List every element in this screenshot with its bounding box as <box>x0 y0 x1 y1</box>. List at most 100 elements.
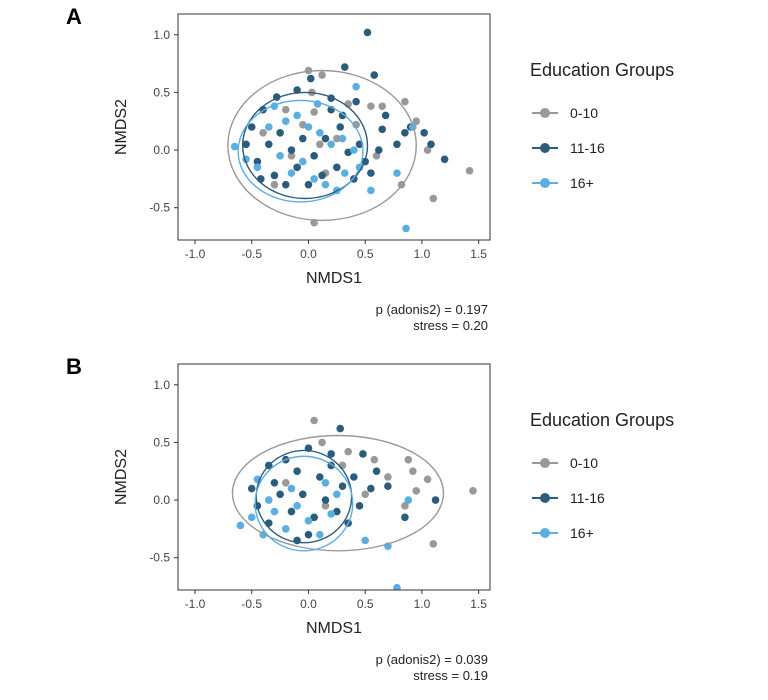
x-tick-label: 1.0 <box>414 597 431 611</box>
y-tick-label: 1.0 <box>153 28 170 42</box>
legend-label: 0-10 <box>570 454 599 471</box>
data-point <box>321 180 330 189</box>
data-point <box>350 473 358 481</box>
data-point <box>393 140 401 149</box>
y-tick-label: 0.5 <box>153 85 170 99</box>
x-tick-label: 0.5 <box>357 247 374 261</box>
data-point <box>352 82 360 91</box>
data-point <box>270 171 279 180</box>
data-point <box>352 120 360 129</box>
data-point <box>409 467 417 476</box>
data-point <box>384 473 392 481</box>
data-point <box>333 490 341 499</box>
data-point <box>355 502 364 510</box>
y-tick-label: 0.0 <box>153 143 170 157</box>
data-point <box>404 455 413 464</box>
data-point <box>429 194 438 203</box>
legend-title: Education Groups <box>530 60 675 80</box>
data-point <box>257 175 265 183</box>
data-point <box>264 123 273 131</box>
data-point <box>276 152 284 160</box>
data-point <box>336 424 345 433</box>
data-point <box>402 224 410 233</box>
data-point <box>344 447 352 456</box>
data-point <box>427 140 435 149</box>
data-point <box>264 140 273 149</box>
data-point <box>276 490 284 499</box>
plot-frame <box>177 13 491 241</box>
data-point <box>310 152 318 160</box>
data-point <box>363 28 372 37</box>
data-point <box>431 496 440 504</box>
data-point <box>310 416 318 425</box>
x-tick-label: 1.0 <box>414 247 431 261</box>
x-tick-label: 1.5 <box>470 597 487 611</box>
data-point <box>318 171 326 180</box>
data-point <box>299 157 307 166</box>
stats-annotation: p (adonis2) = 0.197 stress = 0.20 <box>376 302 488 334</box>
x-tick-label: 1.5 <box>470 247 487 261</box>
y-tick-label: -0.5 <box>149 201 170 215</box>
data-point <box>381 111 390 120</box>
legend-key-icon <box>530 142 560 154</box>
data-point <box>318 438 326 447</box>
data-point <box>370 71 379 79</box>
confidence-ellipse <box>237 99 364 203</box>
data-point <box>281 478 290 487</box>
data-point <box>281 117 290 126</box>
data-point <box>327 510 335 518</box>
data-point <box>304 530 313 539</box>
legend-item-16-plus: 16+ <box>530 165 674 200</box>
x-axis-title: NMDS1 <box>306 270 362 287</box>
data-point <box>423 475 432 484</box>
x-tick-label: -1.0 <box>185 597 206 611</box>
data-point <box>316 128 324 137</box>
data-point <box>429 540 438 548</box>
data-point <box>384 482 392 491</box>
legend-item-0-10: 0-10 <box>530 445 674 480</box>
data-point <box>401 128 409 137</box>
data-point <box>338 482 347 491</box>
data-point <box>287 484 296 493</box>
data-point <box>367 186 375 195</box>
data-point <box>306 74 315 83</box>
data-point <box>340 63 349 71</box>
data-point <box>367 169 375 177</box>
data-point <box>293 111 301 120</box>
confidence-ellipse <box>254 455 354 552</box>
data-point <box>361 490 370 499</box>
data-point <box>318 71 326 79</box>
data-point <box>287 146 296 154</box>
y-tick-label: -0.5 <box>149 551 170 565</box>
data-point <box>304 66 313 75</box>
data-point <box>304 180 313 189</box>
confidence-ellipse <box>241 91 369 200</box>
y-tick-label: 0.0 <box>153 493 170 507</box>
data-point <box>378 125 387 134</box>
data-point <box>372 152 381 160</box>
legend-label: 16+ <box>570 524 594 541</box>
legend-item-16-plus: 16+ <box>530 515 674 550</box>
data-point <box>230 142 239 151</box>
data-point <box>370 455 379 464</box>
data-point <box>378 102 387 111</box>
data-point <box>287 152 296 160</box>
data-point <box>299 490 307 499</box>
data-point <box>393 169 401 177</box>
x-tick-label: 0.0 <box>300 597 317 611</box>
data-point <box>361 536 370 545</box>
data-point <box>287 507 296 516</box>
data-point <box>287 169 296 177</box>
data-point <box>375 146 383 154</box>
data-point <box>259 128 267 137</box>
legend: Education Groups 0-10 11-16 16+ <box>530 410 674 550</box>
x-tick-label: 0.5 <box>357 597 374 611</box>
data-point <box>270 180 279 189</box>
confidence-ellipse <box>231 434 445 552</box>
data-point <box>304 517 313 525</box>
legend-item-11-16: 11-16 <box>530 130 674 165</box>
data-point <box>420 128 428 137</box>
data-point <box>299 134 307 143</box>
data-point <box>247 123 256 131</box>
data-point <box>293 502 301 510</box>
